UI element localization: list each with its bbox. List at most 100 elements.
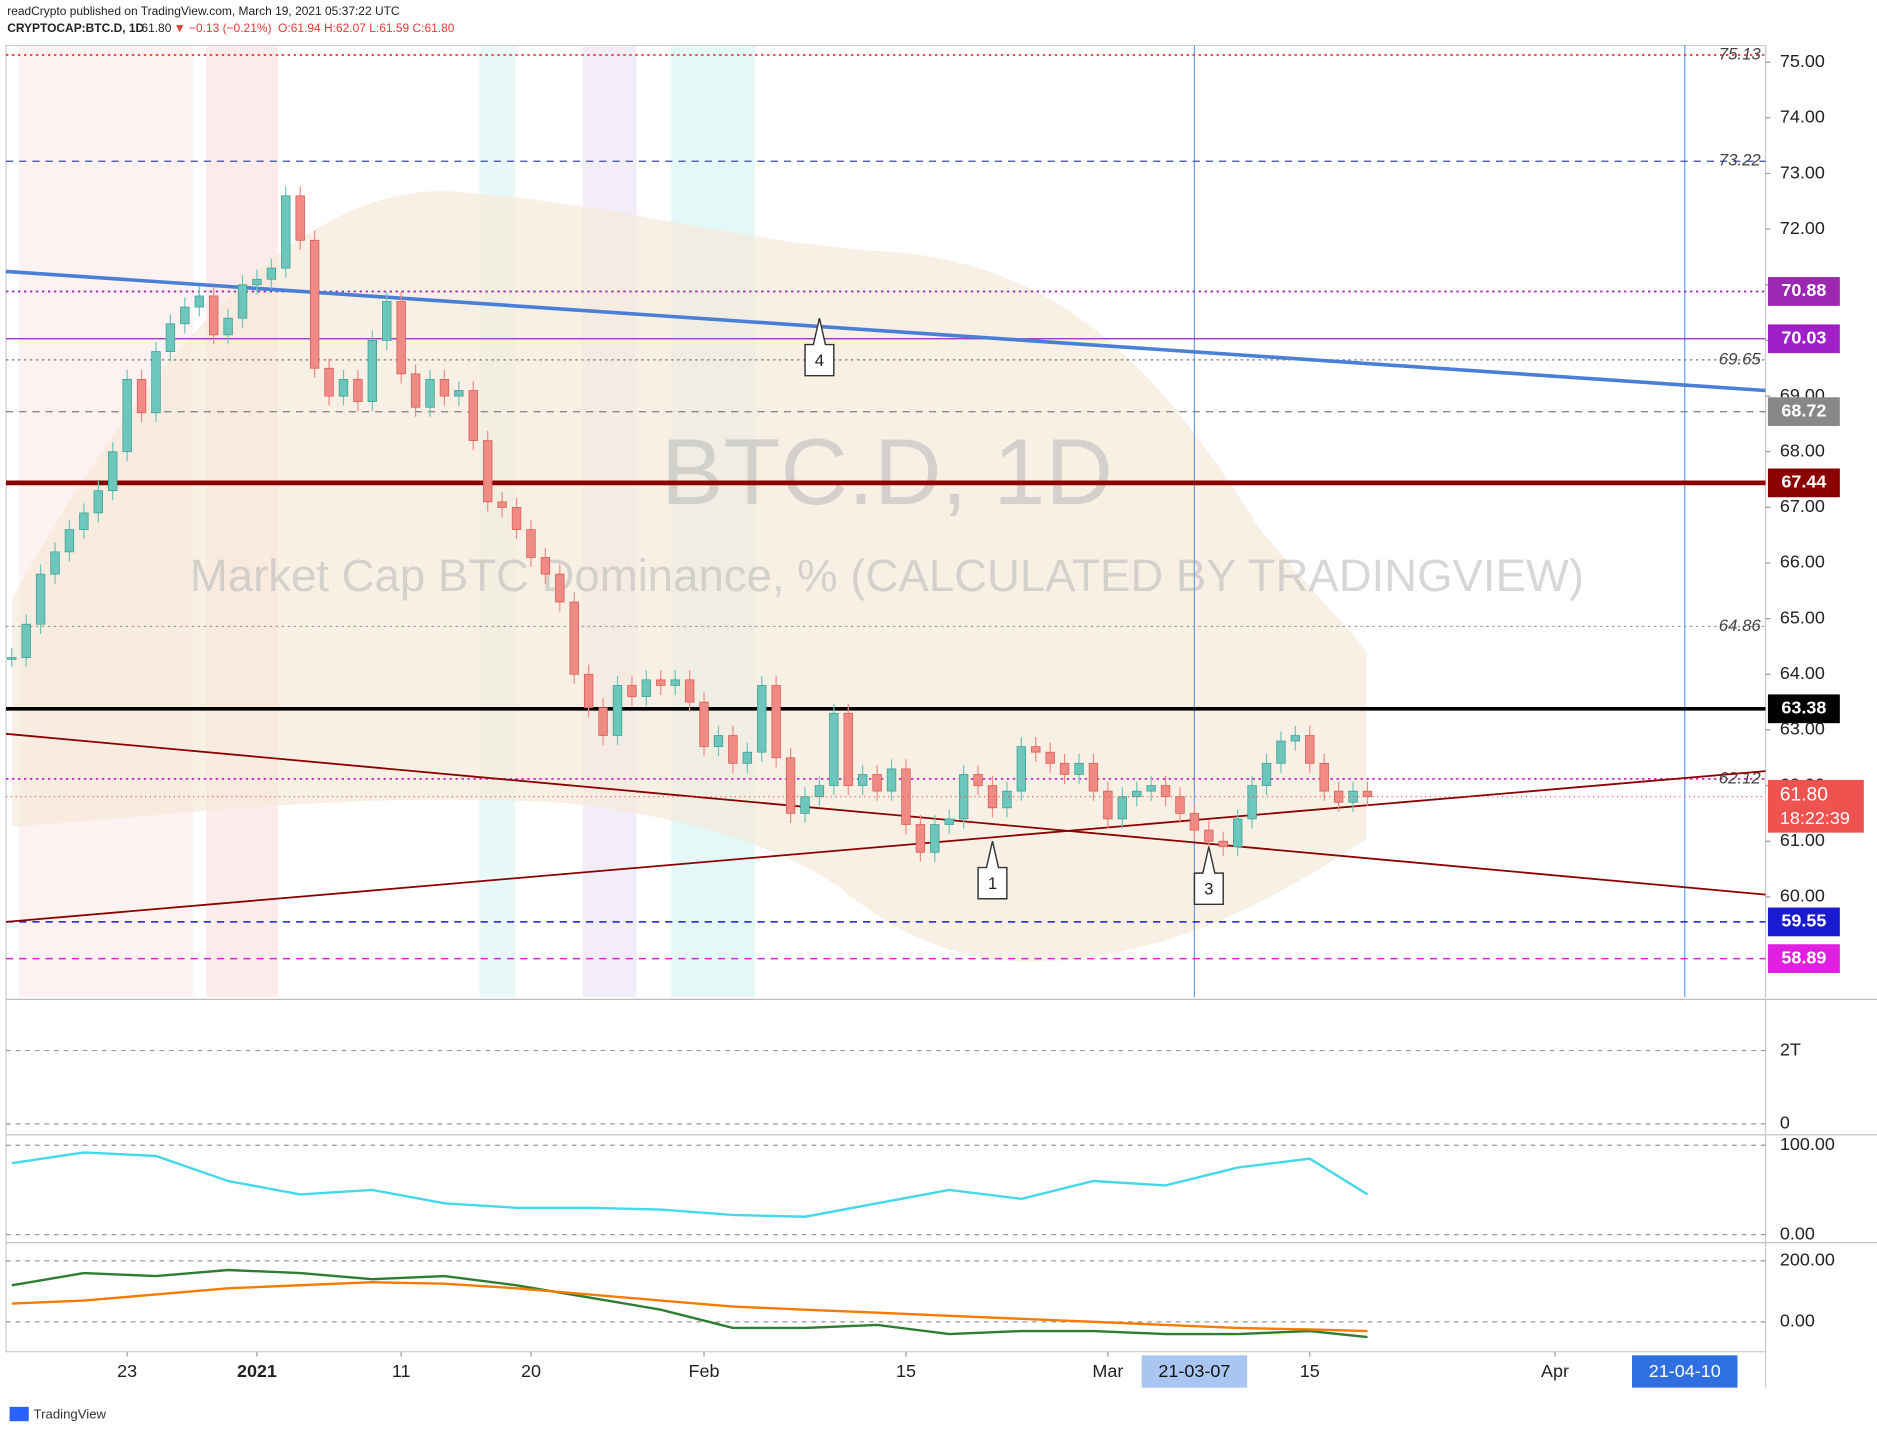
candle	[814, 785, 825, 798]
candle	[1045, 751, 1055, 764]
level-badge	[1767, 907, 1840, 937]
x-tick-label: Feb	[689, 1361, 720, 1381]
candle	[915, 824, 926, 853]
y-tick-label: 67.00	[1780, 496, 1825, 516]
candle	[367, 340, 378, 403]
candle	[511, 507, 522, 530]
level-label: 73.22	[1719, 151, 1762, 170]
candle	[641, 679, 652, 697]
y-tick-label: 61.00	[1780, 830, 1825, 850]
candle	[64, 529, 75, 553]
candle	[1348, 790, 1358, 803]
candle	[569, 601, 579, 675]
ohlc: O:61.94 H:62.07 L:61.59 C:61.80	[278, 21, 455, 35]
candle	[713, 735, 724, 747]
pane-tick-label: 2T	[1780, 1039, 1801, 1059]
candle	[656, 679, 666, 686]
candle	[1002, 790, 1012, 809]
candle	[1160, 785, 1171, 798]
candle	[165, 323, 176, 352]
level-badge	[1767, 397, 1840, 427]
candle	[684, 679, 695, 703]
date-badge	[1632, 1355, 1738, 1388]
x-tick-label: 20	[521, 1361, 541, 1381]
brand: TradingView	[34, 1407, 107, 1422]
trendline	[5, 269, 1766, 393]
watermark: BTC.D, 1D	[661, 419, 1113, 524]
callout	[1193, 846, 1224, 906]
pane-tick-label: 0.00	[1780, 1311, 1815, 1331]
candle	[1189, 813, 1200, 831]
candle	[757, 685, 767, 753]
candle	[930, 824, 940, 853]
candle	[35, 573, 46, 625]
candle	[7, 657, 17, 660]
candle	[1175, 796, 1185, 814]
level-badge	[1767, 944, 1840, 973]
level-label: 64.86	[1719, 616, 1762, 635]
candle	[108, 451, 118, 492]
candle	[122, 379, 132, 453]
candle	[396, 301, 406, 375]
pane-tick-label: 0.00	[1780, 1223, 1815, 1243]
candle	[1232, 818, 1243, 848]
level-badge	[1767, 468, 1840, 498]
level-badge	[1767, 277, 1840, 306]
candle	[353, 379, 363, 403]
x-tick-label: 2021	[237, 1361, 277, 1381]
candle	[800, 796, 810, 814]
candle	[901, 768, 911, 825]
level-label: 75.13	[1719, 44, 1762, 63]
candle	[612, 685, 623, 736]
candle	[1218, 840, 1228, 848]
candle	[281, 195, 291, 269]
candle	[987, 785, 998, 809]
candle	[1088, 762, 1099, 792]
x-tick-label: 15	[896, 1361, 916, 1381]
callout-label: 3	[1204, 879, 1213, 898]
callout-label: 4	[815, 351, 824, 370]
change: ▼ −0.13 (−0.21%)	[174, 21, 272, 35]
pane-tick-label: 100.00	[1780, 1134, 1835, 1154]
y-tick-label: 73.00	[1780, 162, 1825, 182]
level-label: 69.65	[1719, 349, 1762, 368]
brand-logo	[9, 1406, 29, 1422]
candle	[1016, 746, 1027, 792]
candle	[1319, 762, 1329, 792]
pane-line	[11, 1151, 1369, 1218]
callout-label: 1	[988, 874, 997, 893]
candle	[50, 551, 60, 575]
level-badge-label: 63.38	[1781, 698, 1826, 718]
candle	[410, 373, 421, 408]
pane-tick-label: 200.00	[1780, 1250, 1835, 1270]
trendline	[5, 732, 1766, 896]
candle	[93, 490, 103, 514]
candle	[843, 712, 853, 786]
candle	[973, 774, 983, 786]
band	[11, 191, 1367, 962]
candle	[742, 751, 752, 764]
pane-line	[11, 1268, 1368, 1339]
candle	[627, 685, 637, 697]
candle	[237, 284, 248, 319]
candle	[208, 295, 219, 336]
candle	[483, 440, 493, 503]
level-badge-label: 70.88	[1781, 280, 1826, 300]
y-tick-label: 65.00	[1780, 607, 1825, 627]
candle	[1261, 762, 1272, 786]
level-badge-label: 59.55	[1781, 911, 1826, 931]
candle	[151, 351, 161, 414]
x-tick-label: 15	[1300, 1361, 1320, 1381]
candle	[540, 557, 551, 575]
callout	[977, 841, 1008, 900]
candle	[1059, 762, 1070, 775]
candle	[583, 673, 594, 709]
level-badge	[1767, 324, 1840, 354]
candle	[223, 317, 233, 336]
candle	[266, 267, 277, 280]
candle	[785, 757, 796, 814]
candle	[1290, 735, 1301, 742]
candle	[468, 390, 478, 441]
callout	[804, 318, 835, 377]
last-price-timer: 18:22:39	[1780, 808, 1850, 828]
